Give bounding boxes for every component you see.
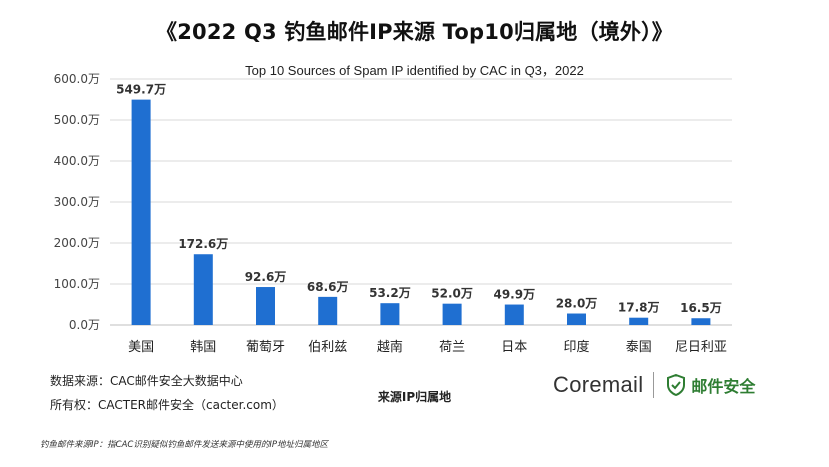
y-tick-label: 500.0万	[54, 113, 100, 127]
shield-check-icon	[667, 374, 686, 396]
data-label: 17.8万	[618, 301, 660, 315]
chart-title: 《2022 Q3 钓鱼邮件IP来源 Top10归属地（境外）》	[156, 20, 673, 44]
copyright-text: 所有权：CACTER邮件安全（cacter.com）	[50, 398, 284, 412]
bar	[567, 313, 586, 325]
x-tick-label: 荷兰	[439, 340, 465, 355]
data-label: 68.6万	[307, 280, 349, 294]
brand-divider	[653, 372, 655, 398]
bar	[691, 318, 711, 325]
y-tick-label: 400.0万	[54, 154, 100, 168]
data-label: 16.5万	[680, 301, 722, 315]
data-label: 92.6万	[245, 270, 287, 284]
data-source-text: 数据来源：CAC邮件安全大数据中心	[50, 374, 243, 388]
footnote-text: 钓鱼邮件来源IP：指CAC识别疑似钓鱼邮件发送来源中使用的IP地址归属地区	[40, 440, 328, 450]
x-tick-label: 伯利兹	[308, 340, 347, 355]
x-tick-label: 葡萄牙	[246, 340, 285, 355]
y-tick-label: 300.0万	[54, 195, 100, 209]
y-tick-label: 600.0万	[54, 72, 100, 86]
bar	[504, 304, 524, 325]
data-label: 52.0万	[431, 287, 473, 301]
bar	[380, 303, 400, 325]
bar	[256, 287, 275, 325]
x-tick-label: 尼日利亚	[675, 340, 727, 355]
x-tick-label: 韩国	[190, 340, 216, 355]
data-label: 49.9万	[493, 288, 535, 302]
brand-tagline: 邮件安全	[691, 377, 756, 396]
brand-logo: Coremail 邮件安全	[553, 370, 755, 400]
x-tick-label: 日本	[501, 340, 527, 355]
data-label: 28.0万	[556, 297, 598, 311]
x-tick-label: 越南	[377, 339, 403, 355]
x-tick-label: 泰国	[626, 340, 652, 355]
data-label: 549.7万	[116, 83, 166, 97]
chart-subtitle: Top 10 Sources of Spam IP identified by …	[245, 63, 584, 78]
x-axis-title: 来源IP归属地	[377, 390, 452, 404]
data-label: 53.2万	[369, 286, 411, 300]
x-tick-label: 印度	[563, 339, 589, 355]
bar	[318, 296, 338, 325]
bar	[193, 254, 213, 325]
bar	[629, 317, 649, 325]
y-tick-label: 200.0万	[54, 236, 100, 250]
data-label: 172.6万	[178, 237, 228, 251]
brand-name: Coremail	[553, 372, 644, 397]
bar	[442, 303, 462, 325]
y-tick-label: 100.0万	[54, 277, 100, 291]
y-tick-label: 0.0万	[69, 318, 100, 332]
x-tick-label: 美国	[128, 340, 154, 355]
bar	[131, 99, 151, 325]
